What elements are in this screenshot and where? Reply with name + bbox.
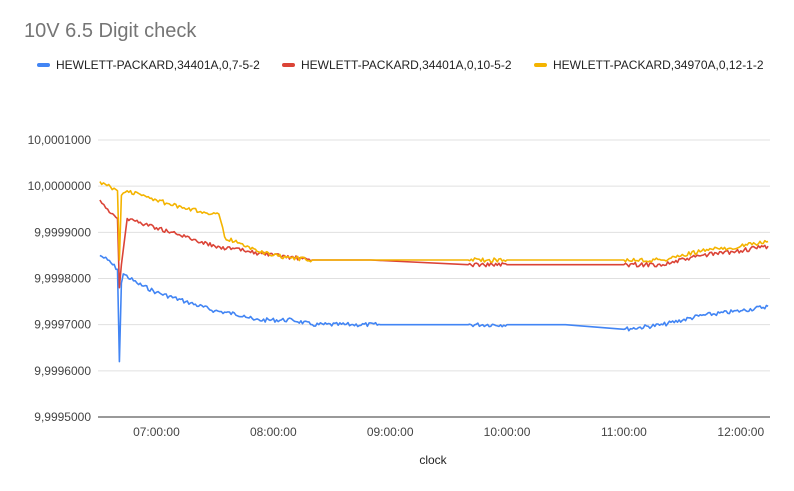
legend-item-series-2[interactable]: HEWLETT-PACKARD,34401A,0,10-5-2 [282, 58, 512, 72]
x-tick-label: 08:00:00 [250, 425, 297, 439]
legend-label-series-2: HEWLETT-PACKARD,34401A,0,10-5-2 [301, 58, 512, 72]
series-line-1[interactable] [99, 254, 769, 363]
x-tick-label: 09:00:00 [367, 425, 414, 439]
y-axis-tick-labels: 9,9995000 9,9996000 9,9997000 9,9998000 9,99… [28, 133, 92, 424]
y-tick-label: 9,9997000 [34, 318, 91, 332]
x-tick-label: 12:00:00 [717, 425, 764, 439]
legend-swatch-series-1 [37, 63, 50, 67]
legend-label-series-1: HEWLETT-PACKARD,34401A,0,7-5-2 [56, 58, 260, 72]
legend-swatch-series-3 [534, 63, 547, 67]
x-tick-label: 07:00:00 [133, 425, 180, 439]
legend-label-series-3: HEWLETT-PACKARD,34970A,0,12-1-2 [553, 58, 764, 72]
legend-item-series-3[interactable]: HEWLETT-PACKARD,34970A,0,12-1-2 [534, 58, 764, 72]
x-axis-tick-labels: 07:00:00 08:00:00 09:00:00 10:00:00 11:00:00… [133, 425, 764, 439]
chart-title: 10V 6.5 Digit check [24, 20, 197, 42]
gridlines [98, 139, 770, 418]
chart-legend: HEWLETT-PACKARD,34401A,0,7-5-2 HEWLETT-P… [0, 58, 794, 78]
y-tick-label: 9,9996000 [34, 364, 91, 378]
x-axis-title: clock [419, 453, 447, 467]
y-tick-label: 10,0001000 [28, 133, 92, 147]
series-lines [99, 181, 769, 363]
legend-item-series-1[interactable]: HEWLETT-PACKARD,34401A,0,7-5-2 [37, 58, 260, 72]
legend-swatch-series-2 [282, 63, 295, 67]
y-tick-label: 9,9998000 [34, 272, 91, 286]
x-tick-label: 11:00:00 [601, 425, 647, 439]
series-line-2[interactable] [99, 199, 769, 289]
x-tick-label: 10:00:00 [484, 425, 531, 439]
y-tick-label: 9,9999000 [34, 225, 91, 239]
series-line-3[interactable] [99, 181, 769, 263]
y-tick-label: 9,9995000 [34, 410, 91, 424]
y-tick-label: 10,0000000 [28, 179, 92, 193]
